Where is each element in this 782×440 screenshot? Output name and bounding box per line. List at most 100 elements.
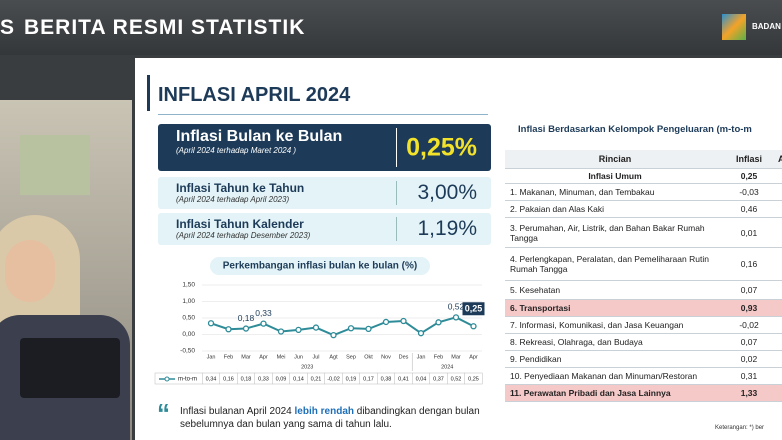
table-row: 3. Perumahan, Air, Listrik, dan Bahan Ba…: [505, 217, 782, 248]
point: [295, 326, 302, 334]
row-value: 0,16: [725, 247, 773, 281]
value-label: 0,16: [223, 376, 234, 382]
table-cell: [464, 372, 483, 385]
row-value: 0,31: [725, 367, 773, 385]
chart: Perkembangan inflasi bulan ke bulan (%) …: [154, 257, 485, 385]
footer-emph: lebih rendah: [294, 406, 354, 417]
point: [365, 325, 372, 333]
value-label: 0,34: [206, 376, 217, 382]
separator: [396, 217, 397, 241]
table-row: 5. Kesehatan 0,07: [505, 280, 782, 300]
year-label: 2023: [301, 364, 313, 370]
row-extra: [773, 384, 782, 402]
row-value: 0,25: [725, 168, 773, 184]
table-row: 10. Penyediaan Makanan dan Minuman/Resto…: [505, 367, 782, 385]
card-title: Inflasi Tahun ke Tahun: [176, 181, 305, 195]
row-value: 0,46: [725, 200, 773, 218]
table-title: Inflasi Berdasarkan Kelompok Pengeluaran…: [518, 124, 752, 135]
card: Inflasi Tahun ke Tahun (April 2024 terha…: [158, 177, 491, 209]
column-header: Rincian: [505, 150, 725, 169]
table-row: 11. Perawatan Pribadi dan Jasa Lainnya 1,…: [505, 384, 782, 402]
x-tick-label: Sep: [346, 354, 356, 360]
row-label: 6. Transportasi: [505, 299, 725, 317]
row-label: 9. Pendidikan: [505, 350, 725, 368]
header-row: RincianInflasiAn: [505, 150, 782, 169]
row-label: 8. Rekreasi, Olahraga, dan Budaya: [505, 333, 725, 351]
row-label: 5. Kesehatan: [505, 280, 725, 300]
point: [277, 328, 285, 335]
logo-text: BADAN: [752, 22, 781, 31]
row-extra: [773, 217, 782, 248]
point: [452, 314, 460, 321]
row-label: 11. Perawatan Pribadi dan Jasa Lainnya: [505, 384, 725, 402]
value-label: 0,25: [468, 376, 479, 382]
x-tick-label: Agt: [329, 354, 338, 360]
table-row: 4. Perlengkapan, Peralatan, dan Pemeliha…: [505, 247, 782, 281]
legend-label: m-to-m: [178, 377, 197, 383]
row-extra: [773, 200, 782, 218]
x-tick-label: Mar: [241, 354, 251, 360]
row-extra: [773, 316, 782, 334]
value-label: 0,18: [241, 376, 252, 382]
value-label: 0,14: [293, 376, 304, 382]
face: [5, 240, 55, 302]
card-value: 3,00%: [417, 181, 477, 204]
quote-mark: “: [157, 398, 170, 428]
x-tick-label: Okt: [364, 354, 373, 360]
legend-cell: [154, 372, 203, 385]
row-label: 10. Penyediaan Makanan dan Minuman/Resto…: [505, 367, 725, 385]
value-label: 0,33: [258, 376, 269, 382]
column-header: Inflasi: [725, 150, 773, 169]
table-row: 2. Pakaian dan Alas Kaki 0,46: [505, 200, 782, 218]
x-tick-label: Jul: [312, 354, 319, 360]
point: [470, 323, 477, 330]
value-label: 0,38: [381, 376, 392, 382]
card-subtitle: (April 2024 terhadap Maret 2024 ): [176, 146, 297, 155]
card: Inflasi Tahun Kalender (April 2024 terha…: [158, 213, 491, 245]
row-label: 1. Makanan, Minuman, dan Tembakau: [505, 183, 725, 201]
row-value: 0,02: [725, 350, 773, 368]
value-label: -0,02: [327, 376, 340, 382]
annotation: 0,33: [255, 308, 272, 318]
y-tick-label: 0,00: [182, 331, 195, 338]
logo: [722, 14, 746, 40]
row-label: 7. Informasi, Komunikasi, dan Jasa Keuan…: [505, 316, 725, 334]
y-tick-label: -0,50: [180, 348, 195, 355]
footer-text: Inflasi bulanan April 2024: [180, 406, 295, 417]
point: [312, 324, 320, 331]
value-label: 0,17: [363, 376, 374, 382]
y-tick-label: 1,00: [182, 298, 195, 305]
table-row: 7. Informasi, Komunikasi, dan Jasa Keuan…: [505, 316, 782, 334]
video-feed: [0, 100, 132, 440]
footer-text: dibandingkan dengan bulan sebelumnya dan…: [180, 406, 480, 430]
row-extra: [773, 247, 782, 281]
y-tick-label: 0,50: [182, 315, 195, 322]
value-label: 0,52: [451, 376, 462, 382]
point: [417, 330, 425, 337]
value-label: 0,21: [311, 376, 322, 382]
table-row: 6. Transportasi 0,93: [505, 299, 782, 317]
slide-title: INFLASI APRIL 2024: [158, 84, 351, 106]
value-label: 0,41: [398, 376, 409, 382]
annotation: 0,25: [465, 304, 483, 314]
row-extra: [773, 183, 782, 201]
card-value: 1,19%: [417, 217, 477, 240]
card-subtitle: (April 2024 terhadap April 2023): [176, 195, 290, 204]
row-value: -0,03: [725, 183, 773, 201]
value-label: 0,09: [276, 376, 287, 382]
column-header: An: [773, 150, 782, 169]
point: [435, 319, 442, 326]
row-extra: [773, 367, 782, 385]
card-title: Inflasi Tahun Kalender: [176, 217, 304, 231]
row-value: 0,93: [725, 299, 773, 317]
x-tick-label: Jan: [207, 354, 216, 360]
x-tick-label: Feb: [434, 354, 443, 360]
x-tick-label: Mei: [277, 354, 286, 360]
line: [210, 316, 474, 337]
row-extra: [773, 350, 782, 368]
row-value: -0,02: [725, 316, 773, 334]
point: [207, 320, 215, 327]
row-extra: [773, 333, 782, 351]
annotation: 0,18: [238, 313, 255, 323]
